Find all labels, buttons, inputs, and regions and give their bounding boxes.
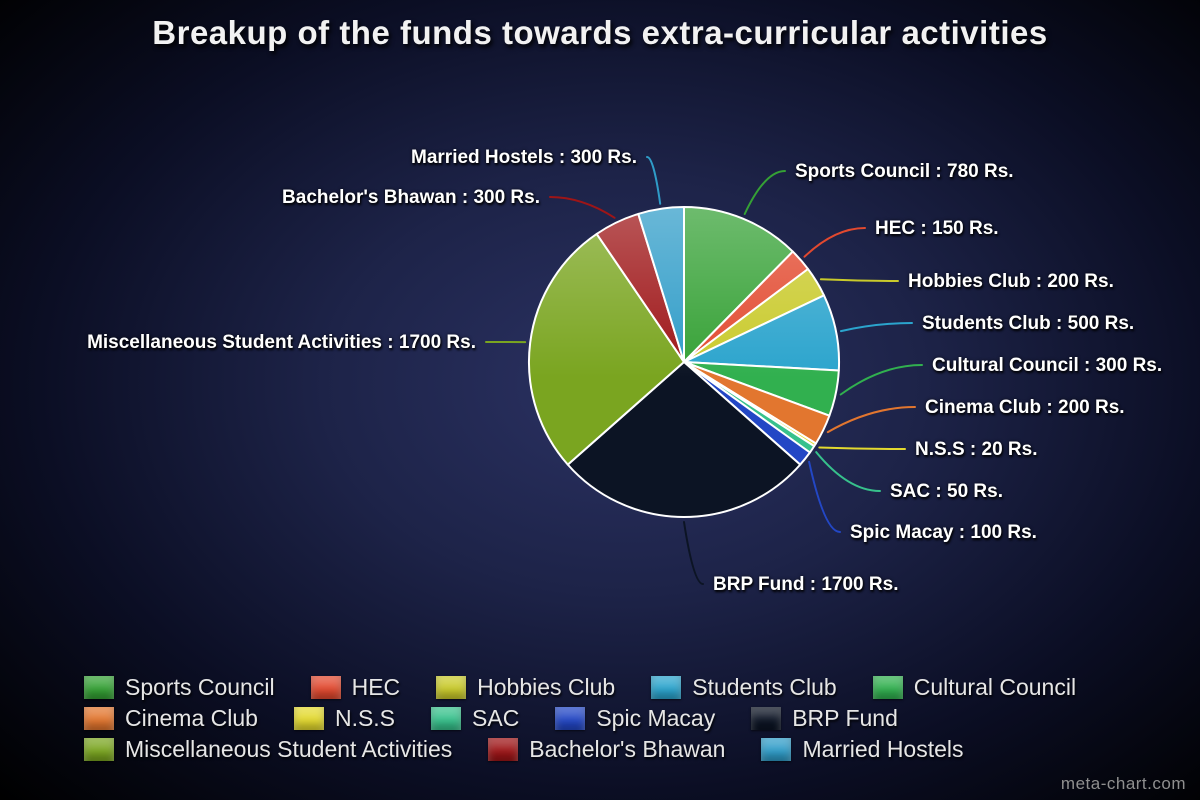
legend-row: Sports Council HEC Hobbies Club Students Cl… (84, 674, 1164, 701)
leader-line-brp-fund (683, 521, 704, 585)
legend-item-brp-fund: BRP Fund (751, 705, 898, 732)
leader-line-hec (803, 227, 866, 258)
slice-annotation-students-club: Students Club : 500 Rs. (922, 313, 1134, 334)
leader-line-cultural-council (839, 364, 923, 396)
legend-item-label: Bachelor's Bhawan (529, 736, 726, 762)
slice-annotation-sports-council: Sports Council : 780 Rs. (795, 161, 1014, 182)
legend-swatch (436, 676, 467, 699)
leader-line-married-hostels (646, 156, 662, 205)
legend-swatch (293, 707, 324, 730)
legend-item-bachelor-s-bhawan: Bachelor's Bhawan (488, 736, 725, 763)
legend-swatch (751, 707, 782, 730)
legend-row: Cinema Club N.S.S SAC Spic Macay BRP Fund (84, 705, 1164, 732)
leader-line-cinema-club (826, 406, 916, 434)
legend-item-label: Cultural Council (913, 674, 1077, 700)
legend-item-label: Sports Council (125, 674, 275, 700)
slice-annotation-miscellaneous-student-activities: Miscellaneous Student Activities : 1700 … (87, 332, 476, 353)
slice-annotation-cinema-club: Cinema Club : 200 Rs. (925, 397, 1125, 418)
legend-item-label: N.S.S (334, 705, 396, 731)
legend-swatch (488, 738, 519, 761)
slice-annotation-married-hostels: Married Hostels : 300 Rs. (411, 147, 637, 168)
legend-item-married-hostels: Married Hostels (761, 736, 964, 763)
leader-line-hobbies-club (819, 278, 899, 282)
chart-title: Breakup of the funds towards extra-curri… (152, 14, 1048, 51)
legend-item-label: Students Club (692, 674, 837, 700)
slice-annotation-bachelor-s-bhawan: Bachelor's Bhawan : 300 Rs. (282, 187, 540, 208)
legend-item-sports-council: Sports Council (84, 674, 275, 701)
slice-annotation-spic-macay: Spic Macay : 100 Rs. (850, 522, 1037, 543)
legend-item-hec: HEC (310, 674, 401, 701)
leader-line-students-club (840, 322, 913, 333)
legend-swatch (84, 707, 114, 730)
legend-item-label: Hobbies Club (477, 674, 616, 700)
legend-item-label: Cinema Club (125, 705, 258, 731)
slice-annotation-hec: HEC : 150 Rs. (875, 218, 999, 239)
leader-line-n-s-s (818, 446, 906, 450)
legend-item-label: BRP Fund (792, 705, 898, 731)
legend: Sports Council HEC Hobbies Club Students Cl… (84, 674, 1164, 763)
legend-item-spic-macay: Spic Macay (555, 705, 715, 732)
legend-swatch (761, 738, 792, 761)
legend-swatch (872, 676, 903, 699)
leader-line-sac (815, 451, 881, 492)
slice-annotation-cultural-council: Cultural Council : 300 Rs. (932, 355, 1162, 376)
legend-swatch (555, 707, 586, 730)
legend-row: Miscellaneous Student Activities Bachelor… (84, 736, 1164, 763)
legend-swatch (84, 738, 114, 761)
leader-line-spic-macay (808, 460, 841, 533)
legend-item-label: Miscellaneous Student Activities (125, 736, 453, 762)
legend-item-cinema-club: Cinema Club (84, 705, 258, 732)
legend-swatch (310, 676, 341, 699)
legend-item-miscellaneous-student-activities: Miscellaneous Student Activities (84, 736, 452, 763)
legend-item-sac: SAC (431, 705, 519, 732)
legend-item-students-club: Students Club (651, 674, 837, 701)
slice-annotation-hobbies-club: Hobbies Club : 200 Rs. (908, 271, 1114, 292)
legend-item-label: Spic Macay (596, 705, 716, 731)
slice-annotation-n-s-s: N.S.S : 20 Rs. (915, 439, 1038, 460)
legend-item-label: HEC (351, 674, 401, 700)
leader-line-sports-council (743, 170, 786, 215)
leader-line-bachelor-s-bhawan (549, 196, 616, 219)
legend-item-n-s-s: N.S.S (293, 705, 396, 732)
legend-swatch (84, 676, 114, 699)
watermark: meta-chart.com (1060, 774, 1186, 793)
legend-item-hobbies-club: Hobbies Club (436, 674, 615, 701)
legend-item-label: SAC (472, 705, 520, 731)
slice-annotation-brp-fund: BRP Fund : 1700 Rs. (713, 574, 898, 595)
legend-swatch (651, 676, 682, 699)
slice-annotation-sac: SAC : 50 Rs. (890, 481, 1003, 502)
legend-item-cultural-council: Cultural Council (872, 674, 1077, 701)
legend-item-label: Married Hostels (802, 736, 964, 762)
legend-swatch (431, 707, 462, 730)
